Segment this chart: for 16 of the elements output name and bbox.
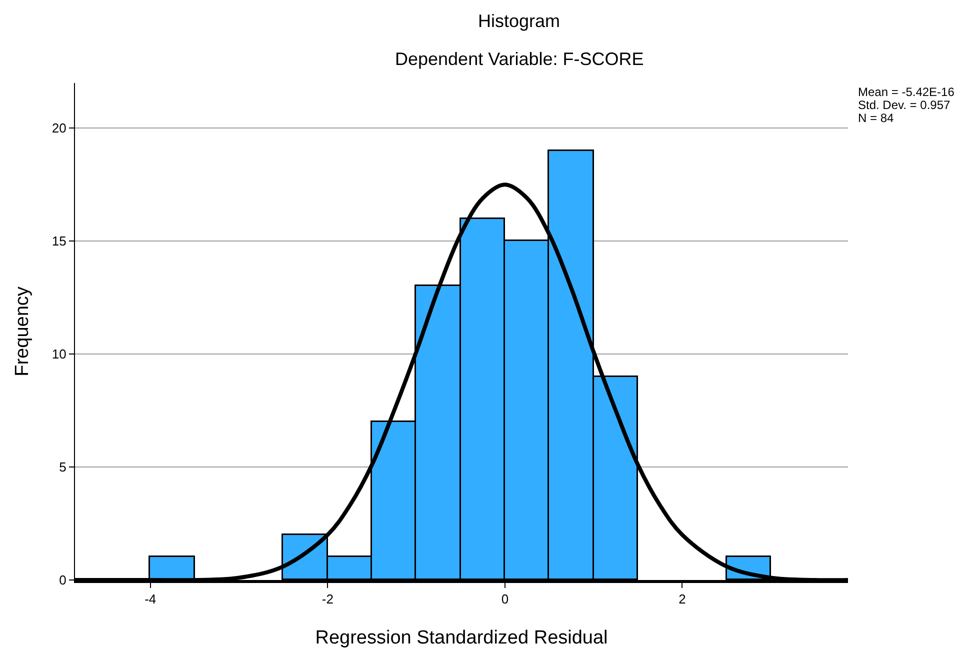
text: N = 84: [858, 111, 894, 125]
y-tick-label: 10: [52, 346, 66, 362]
y-axis-title: Frequency: [12, 286, 33, 376]
y-tick-label: 15: [52, 234, 66, 249]
x-tick-label: 0: [501, 592, 509, 607]
y-tick-label: 0: [59, 572, 66, 588]
x-axis-title: Regression Standardized Residual: [315, 627, 608, 648]
chart-subtitle: Dependent Variable: F-SCORE: [395, 49, 644, 69]
x-tick-label: 2: [678, 592, 686, 607]
y-tick-label: 5: [59, 460, 66, 475]
x-tick-label: -2: [322, 592, 334, 607]
text: Std. Dev. = 0.957: [858, 98, 950, 112]
text: Mean = -5.42E-16: [858, 85, 955, 99]
chart-title: Histogram: [478, 11, 560, 31]
x-tick-label: -4: [144, 592, 156, 607]
y-tick-label: 20: [52, 120, 66, 136]
